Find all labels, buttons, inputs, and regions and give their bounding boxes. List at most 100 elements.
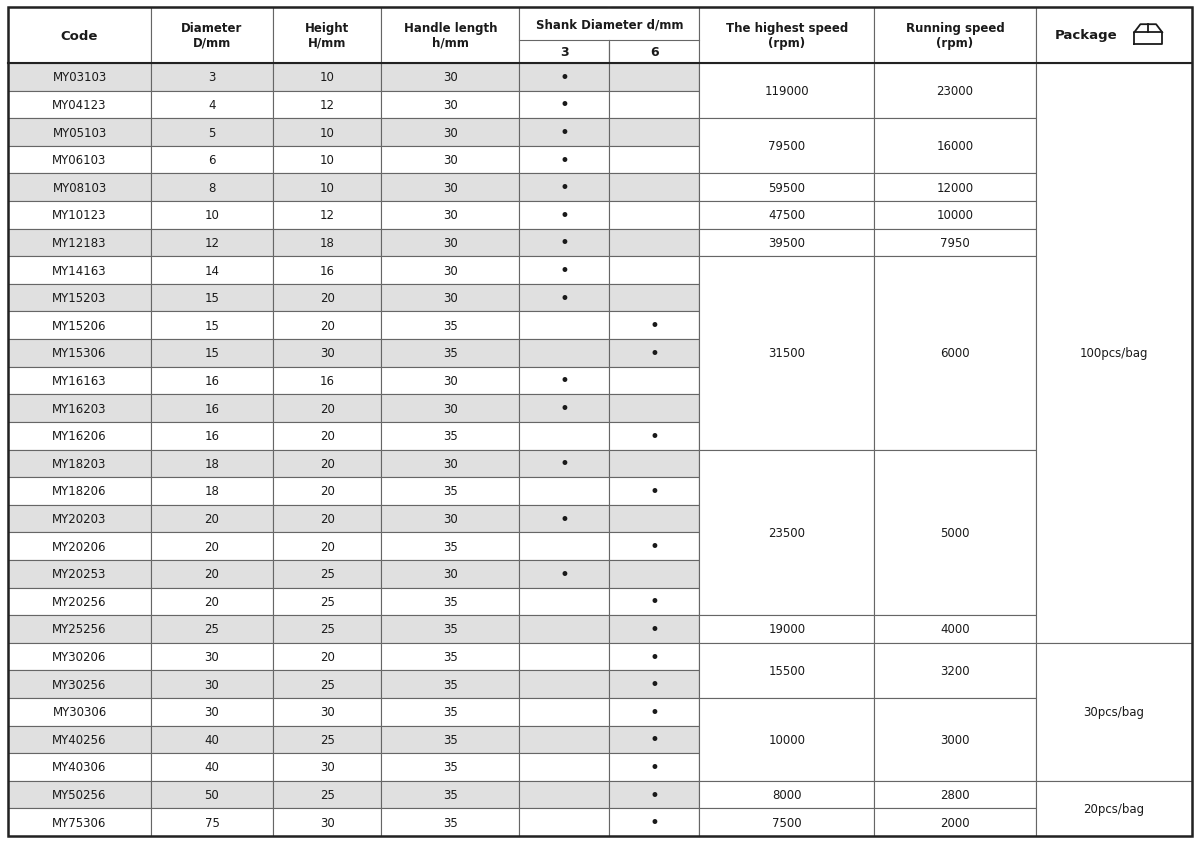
Text: 20: 20 (204, 595, 220, 609)
Bar (874, 809, 1036, 836)
Text: •: • (559, 124, 569, 142)
Bar (382, 643, 520, 671)
Text: 16: 16 (319, 375, 335, 387)
Bar (610, 615, 700, 643)
Text: 25: 25 (319, 678, 335, 691)
Text: MY16206: MY16206 (53, 430, 107, 442)
Bar (272, 560, 382, 587)
Bar (874, 147, 1036, 174)
Bar (272, 230, 382, 257)
Text: 25: 25 (319, 788, 335, 801)
Bar (151, 560, 272, 587)
Bar (151, 533, 272, 560)
Bar (382, 698, 520, 726)
Bar (382, 587, 520, 615)
Bar (610, 754, 700, 781)
Bar (874, 754, 1036, 781)
Text: 100pcs/bag: 100pcs/bag (1080, 347, 1148, 360)
Bar (382, 257, 520, 284)
Text: 12000: 12000 (936, 181, 973, 194)
Bar (8, 367, 151, 395)
Bar (8, 671, 151, 698)
Bar (610, 91, 700, 119)
Bar (1036, 64, 1192, 643)
Text: 59500: 59500 (768, 181, 805, 194)
Bar (272, 643, 382, 671)
Text: MY30206: MY30206 (53, 650, 107, 663)
Bar (874, 587, 1036, 615)
Bar (8, 8, 151, 64)
Bar (8, 505, 151, 533)
Bar (700, 698, 874, 726)
Text: •: • (559, 565, 569, 583)
Text: 19000: 19000 (768, 623, 805, 636)
Bar (700, 257, 874, 450)
Text: MY10123: MY10123 (53, 209, 107, 222)
Bar (700, 119, 874, 147)
Text: 10000: 10000 (936, 209, 973, 222)
Bar (700, 230, 874, 257)
Bar (272, 119, 382, 147)
Text: MY20203: MY20203 (53, 512, 107, 526)
Bar (382, 202, 520, 230)
Bar (700, 147, 874, 174)
Bar (520, 395, 610, 422)
Text: MY40306: MY40306 (53, 760, 107, 774)
Bar (382, 505, 520, 533)
Text: 3200: 3200 (940, 664, 970, 677)
Text: 35: 35 (443, 319, 457, 333)
Text: MY12183: MY12183 (53, 236, 107, 250)
Bar (520, 478, 610, 505)
Text: •: • (649, 786, 659, 803)
Bar (610, 339, 700, 367)
Bar (382, 230, 520, 257)
Bar (700, 367, 874, 395)
Text: •: • (559, 372, 569, 390)
Text: 14: 14 (204, 264, 220, 277)
Bar (520, 643, 610, 671)
Text: •: • (559, 68, 569, 87)
Bar (610, 587, 700, 615)
Bar (1036, 533, 1192, 560)
Bar (8, 643, 151, 671)
Bar (700, 643, 874, 698)
Bar (382, 367, 520, 395)
Bar (520, 615, 610, 643)
Text: MY30306: MY30306 (53, 706, 107, 718)
Bar (8, 781, 151, 809)
Text: 35: 35 (443, 430, 457, 442)
Bar (8, 533, 151, 560)
Bar (8, 478, 151, 505)
Bar (874, 257, 1036, 450)
Bar (700, 809, 874, 836)
Text: •: • (559, 262, 569, 279)
Bar (382, 615, 520, 643)
Bar (874, 643, 1036, 671)
Bar (151, 587, 272, 615)
Bar (8, 202, 151, 230)
Bar (1036, 698, 1192, 726)
Text: The highest speed
(rpm): The highest speed (rpm) (726, 22, 848, 50)
Bar (272, 395, 382, 422)
Bar (151, 64, 272, 91)
Bar (520, 560, 610, 587)
Bar (151, 257, 272, 284)
Bar (1036, 257, 1192, 284)
Bar (700, 8, 874, 64)
Bar (151, 147, 272, 174)
Text: 5000: 5000 (940, 526, 970, 539)
Bar (610, 64, 700, 91)
Text: •: • (559, 179, 569, 197)
Text: •: • (649, 344, 659, 362)
Bar (700, 230, 874, 257)
Text: 10: 10 (319, 127, 335, 139)
Text: 35: 35 (443, 650, 457, 663)
Bar (874, 119, 1036, 174)
Text: 30: 30 (204, 650, 220, 663)
Bar (382, 147, 520, 174)
Bar (272, 726, 382, 754)
Text: MY40256: MY40256 (53, 733, 107, 746)
Bar (272, 64, 382, 91)
Text: 20: 20 (319, 512, 335, 526)
Text: 30: 30 (443, 127, 457, 139)
